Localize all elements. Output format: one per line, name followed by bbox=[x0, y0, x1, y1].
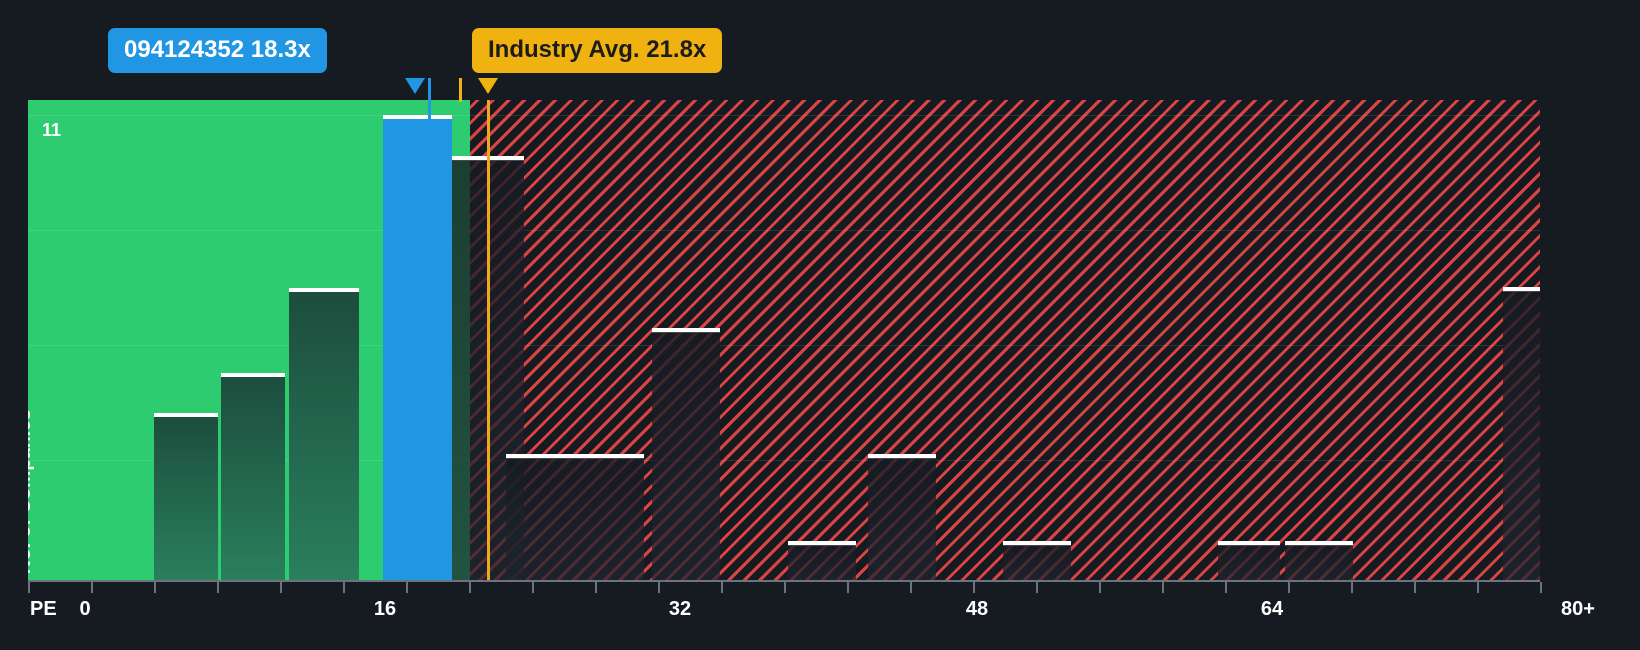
gridline bbox=[28, 115, 1540, 116]
axis-tick bbox=[847, 582, 849, 593]
y-axis-max-value: 11 bbox=[42, 120, 62, 140]
bar-body bbox=[383, 119, 452, 580]
histogram-bar[interactable] bbox=[1003, 541, 1071, 580]
bar-cap bbox=[154, 413, 218, 418]
axis-tick bbox=[217, 582, 219, 593]
x-tick-label-16: 16 bbox=[373, 598, 397, 620]
axis-tick bbox=[595, 582, 597, 593]
bar-body bbox=[1003, 545, 1071, 580]
y-axis-label: No. of Companies bbox=[28, 409, 35, 574]
bar-cap bbox=[383, 115, 452, 120]
axis-tick bbox=[1162, 582, 1164, 593]
x-tick-label-32: 32 bbox=[668, 598, 692, 620]
industry-callout[interactable]: Industry Avg. 21.8x bbox=[472, 28, 723, 74]
bar-body bbox=[221, 377, 285, 580]
axis-tick bbox=[1225, 582, 1227, 593]
bar-body bbox=[574, 458, 644, 580]
x-tick-label-48: 48 bbox=[965, 598, 989, 620]
overvalued-zone bbox=[470, 100, 1540, 580]
bar-cap bbox=[1285, 541, 1353, 546]
bar-cap bbox=[289, 288, 359, 293]
gridline bbox=[28, 345, 1540, 346]
company-callout-leader bbox=[428, 78, 431, 120]
bar-cap bbox=[506, 454, 574, 459]
axis-tick bbox=[1036, 582, 1038, 593]
axis-tick bbox=[280, 582, 282, 593]
histogram-bar[interactable] bbox=[506, 454, 574, 580]
x-axis-title: PE bbox=[30, 598, 57, 620]
company-callout-tail bbox=[405, 78, 425, 94]
axis-tick bbox=[469, 582, 471, 593]
industry-callout-tail bbox=[478, 78, 498, 94]
bar-cap bbox=[1003, 541, 1071, 546]
axis-tick bbox=[658, 582, 660, 593]
axis-tick bbox=[1288, 582, 1290, 593]
axis-tick bbox=[343, 582, 345, 593]
axis-tick bbox=[1540, 582, 1542, 593]
bar-cap bbox=[574, 454, 644, 459]
x-tick-label-64: 64 bbox=[1260, 598, 1284, 620]
histogram-bar[interactable] bbox=[1218, 541, 1280, 580]
axis-tick bbox=[973, 582, 975, 593]
x-tick-label-0: 0 bbox=[79, 598, 91, 620]
axis-tick bbox=[721, 582, 723, 593]
axis-tick bbox=[154, 582, 156, 593]
histogram-bar[interactable] bbox=[1285, 541, 1353, 580]
bar-cap bbox=[868, 454, 936, 459]
bar-body bbox=[289, 292, 359, 580]
plot-area: 11 No. of Companies bbox=[28, 100, 1540, 580]
bar-body bbox=[868, 458, 936, 580]
axis-tick bbox=[28, 582, 30, 593]
axis-tick bbox=[910, 582, 912, 593]
histogram-bar[interactable] bbox=[788, 541, 856, 580]
gridline bbox=[28, 460, 1540, 461]
bar-cap bbox=[788, 541, 856, 546]
histogram-bar[interactable] bbox=[868, 454, 936, 580]
x-axis-line bbox=[28, 580, 1540, 582]
histogram-bar[interactable] bbox=[574, 454, 644, 580]
histogram-bar[interactable] bbox=[1503, 287, 1540, 580]
histogram-bar[interactable] bbox=[221, 373, 285, 580]
axis-tick bbox=[91, 582, 93, 593]
axis-tick bbox=[784, 582, 786, 593]
bar-body bbox=[154, 417, 218, 580]
gridline bbox=[28, 230, 1540, 231]
bar-cap bbox=[1503, 287, 1540, 292]
bar-body bbox=[1285, 545, 1353, 580]
bar-cap bbox=[1218, 541, 1280, 546]
axis-tick bbox=[406, 582, 408, 593]
histogram-bar[interactable] bbox=[289, 288, 359, 580]
bar-cap bbox=[221, 373, 285, 378]
company-callout[interactable]: 094124352 18.3x bbox=[108, 28, 327, 74]
axis-tick bbox=[532, 582, 534, 593]
bar-body bbox=[788, 545, 856, 580]
bar-cap bbox=[652, 328, 720, 333]
industry-callout-leader bbox=[459, 78, 462, 102]
histogram-bar[interactable] bbox=[652, 328, 720, 580]
bar-body bbox=[1503, 291, 1540, 580]
bar-body bbox=[1218, 545, 1280, 580]
axis-tick bbox=[1099, 582, 1101, 593]
bar-body bbox=[506, 458, 574, 580]
histogram-bar[interactable] bbox=[154, 413, 218, 580]
axis-tick bbox=[1477, 582, 1479, 593]
histogram-bar-highlighted[interactable] bbox=[383, 115, 452, 580]
x-tick-label-80: 80+ bbox=[1561, 598, 1595, 620]
bar-body bbox=[652, 332, 720, 580]
industry-average-line bbox=[487, 100, 490, 580]
axis-tick bbox=[1414, 582, 1416, 593]
axis-tick bbox=[1351, 582, 1353, 593]
